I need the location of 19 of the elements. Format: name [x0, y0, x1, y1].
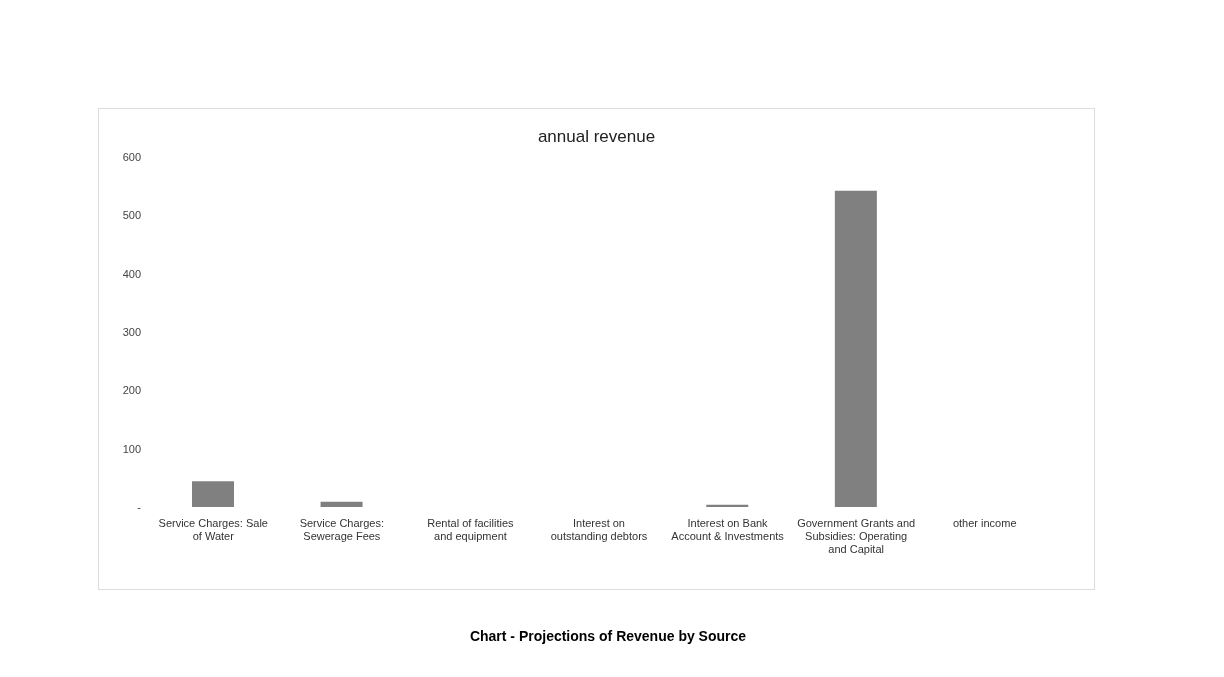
- x-tick-label: Service Charges: Sewerage Fees: [299, 517, 385, 542]
- y-tick-label: 100: [122, 442, 141, 455]
- y-tick-label: 400: [122, 267, 141, 280]
- x-tick-label: other income: [952, 517, 1017, 529]
- x-tick-label: Government Grants and Subsidies: Operating and Capital: [797, 517, 916, 555]
- y-tick-label: 600: [122, 150, 141, 163]
- y-tick-label: 300: [122, 325, 141, 338]
- x-tick-label: Interest on outstanding debtors: [550, 517, 648, 542]
- bar: [834, 190, 877, 507]
- y-tick-label: -: [137, 500, 142, 513]
- x-tick-label: Service Charges: Sale of Water: [158, 517, 269, 542]
- bar: [320, 501, 363, 507]
- y-tick-label: 500: [122, 209, 141, 222]
- bar: [192, 481, 234, 507]
- text: Chart - Projections of Revenue by Source: [468, 628, 748, 644]
- chart-title: annual revenue: [536, 127, 657, 147]
- y-tick-label: 200: [122, 384, 141, 397]
- x-tick-label: Interest on Bank Account & Investments: [671, 517, 785, 542]
- x-tick-label: Rental of facilities and equipment: [427, 517, 515, 542]
